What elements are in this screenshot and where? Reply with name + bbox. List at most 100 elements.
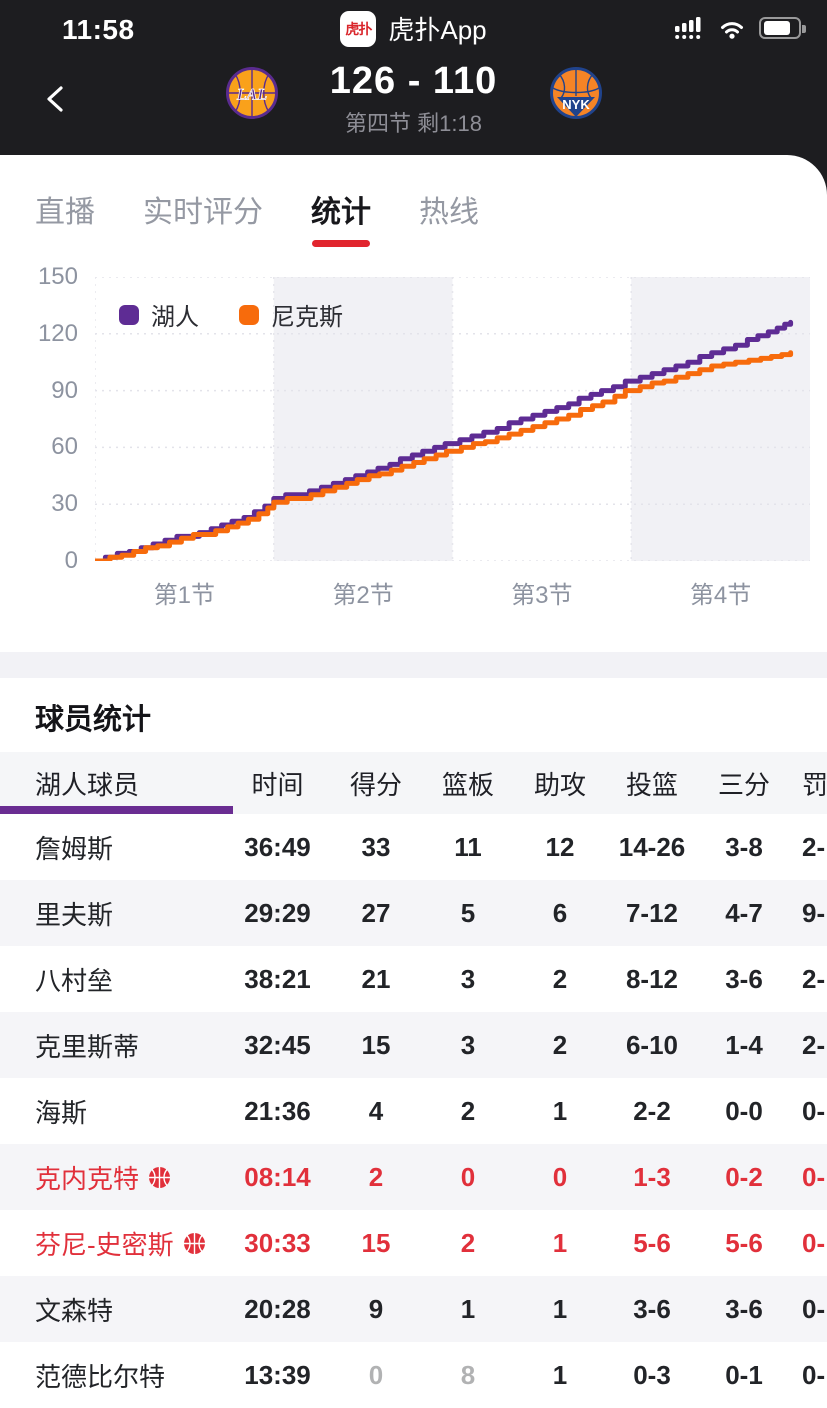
column-header: 时间 [251, 769, 304, 800]
player-name: 克内克特 [0, 1159, 225, 1196]
player-stats-table: 湖人球员 时间 得分 篮板 助攻 投篮 三分罚詹姆斯 36:49 33 11 12 14-26 3-8 2… [0, 752, 827, 1408]
stat-ft: 0- [802, 1161, 826, 1192]
player-row[interactable]: 海斯 21:36 4 2 1 2-2 0-0 0- [0, 1078, 827, 1144]
x-axis-label: 第1节 [153, 582, 216, 609]
legend-label: 湖人 [151, 304, 199, 331]
lakers-logo: LAL [225, 67, 278, 119]
player-row[interactable]: 詹姆斯 36:49 33 11 12 14-26 3-8 2- [0, 814, 827, 880]
stat-reb: 0 [460, 1161, 476, 1192]
players-section-title: 球员统计 [35, 704, 152, 736]
stat-reb: 1 [460, 1293, 476, 1324]
player-row[interactable]: 克内克特 08:14 2 0 0 1-3 0-2 0- [0, 1144, 827, 1210]
cellular-signal-icon [675, 17, 701, 39]
stat-ft: 2- [802, 1029, 826, 1060]
player-row[interactable]: 芬尼-史密斯 30:33 15 2 1 5-6 5-6 0- [0, 1210, 827, 1276]
chart-plot-area: 湖人 尼克斯 [92, 276, 810, 564]
player-row[interactable]: 克里斯蒂 32:45 15 3 2 6-10 1-4 2- [0, 1012, 827, 1078]
stat-time: 29:29 [244, 897, 311, 928]
series-line-尼克斯 [92, 350, 794, 564]
player-name: 詹姆斯 [35, 833, 114, 864]
player-name: 克里斯蒂 [35, 1031, 140, 1062]
tab-bar: 直播 实时评分 统计 热线 [0, 155, 827, 255]
stat-reb: 8 [460, 1359, 476, 1390]
back-button[interactable] [40, 82, 74, 116]
team-players-tab[interactable]: 湖人球员 [35, 769, 140, 800]
stat-tp: 4-7 [725, 897, 763, 928]
stat-fg: 2-2 [633, 1095, 671, 1126]
stat-fg: 14-26 [618, 831, 686, 862]
column-header: 得分 [349, 769, 402, 800]
stat-ast: 1 [552, 1227, 568, 1258]
svg-text:NYK: NYK [562, 97, 590, 112]
stat-ft: 0- [802, 1095, 826, 1126]
column-header: 助攻 [533, 769, 586, 800]
svg-text:LAL: LAL [235, 87, 266, 104]
tab-3[interactable]: 热线 [419, 196, 479, 229]
stat-tp: 1-4 [725, 1029, 763, 1060]
status-icons [675, 16, 806, 40]
legend-swatch-icon [239, 304, 259, 325]
stat-ast: 2 [552, 1029, 568, 1060]
basketball-icon [149, 1166, 171, 1188]
tab-2[interactable]: 统计 [311, 187, 371, 231]
status-bar: 11:58 虎扑 虎扑App [0, 0, 827, 60]
stat-ast: 1 [552, 1359, 568, 1390]
stat-time: 08:14 [244, 1161, 311, 1192]
stat-fg: 5-6 [633, 1227, 671, 1258]
stat-reb: 3 [460, 963, 476, 994]
stat-pts: 9 [368, 1293, 384, 1324]
stat-ft: 0- [802, 1359, 826, 1390]
y-axis-label: 150 [37, 263, 78, 290]
stat-ast: 0 [552, 1161, 568, 1192]
stat-pts: 27 [361, 897, 391, 928]
score-progress-chart: 湖人 尼克斯 第1节 第2节 第3节 第4节 0 30 60 90 120 150 [0, 263, 827, 622]
stat-time: 32:45 [244, 1029, 311, 1060]
stat-ft: 0- [802, 1227, 826, 1258]
stat-time: 21:36 [244, 1095, 311, 1126]
chart-legend: 湖人 尼克斯 [119, 297, 343, 332]
stat-reb: 3 [460, 1029, 476, 1060]
stat-time: 20:28 [244, 1293, 311, 1324]
basketball-icon [183, 1232, 205, 1254]
stat-fg: 8-12 [625, 963, 679, 994]
stat-pts: 15 [361, 1029, 391, 1060]
stat-ast: 2 [552, 963, 568, 994]
stat-time: 30:33 [244, 1227, 311, 1258]
column-header: 投篮 [625, 769, 678, 800]
status-time: 11:58 [62, 14, 135, 45]
y-axis-label: 0 [64, 547, 78, 574]
legend-label: 尼克斯 [271, 304, 343, 331]
stat-fg: 1-3 [633, 1161, 671, 1192]
section-divider [0, 652, 827, 678]
chart-x-axis-labels: 第1节 第2节 第3节 第4节 [95, 575, 810, 610]
legend-item: 尼克斯 [239, 297, 343, 332]
matchup: LAL 126 - 110 第四节 剩1:18 NYK [0, 60, 827, 138]
stat-tp: 0-0 [725, 1095, 763, 1126]
stat-fg: 3-6 [633, 1293, 671, 1324]
game-header: LAL 126 - 110 第四节 剩1:18 NYK [0, 60, 827, 155]
x-axis-label: 第2节 [332, 582, 394, 609]
column-header: 篮板 [441, 769, 494, 800]
knicks-logo: NYK [549, 67, 602, 119]
stat-ast: 6 [552, 897, 568, 928]
content-sheet: 直播 实时评分 统计 热线 湖人 尼克斯 第1节 第2节 第3节 第4节 0 30 60 90 120… [0, 155, 827, 1408]
player-row[interactable]: 文森特 20:28 9 1 1 3-6 3-6 0- [0, 1276, 827, 1342]
stat-reb: 11 [454, 831, 482, 862]
stat-tp: 3-6 [725, 963, 763, 994]
status-app-banner[interactable]: 虎扑 虎扑App [0, 10, 827, 47]
active-team-underline [0, 806, 233, 814]
player-row[interactable]: 里夫斯 29:29 27 5 6 7-12 4-7 9- [0, 880, 827, 946]
y-axis-label: 60 [51, 433, 78, 461]
tab-0[interactable]: 直播 [35, 196, 95, 229]
stat-tp: 0-2 [725, 1161, 763, 1192]
tab-1[interactable]: 实时评分 [143, 196, 263, 229]
table-header-row: 湖人球员 时间 得分 篮板 助攻 投篮 三分 罚 [0, 752, 827, 814]
x-axis-label: 第4节 [689, 582, 752, 609]
player-row[interactable]: 范德比尔特 13:39 0 8 1 0-3 0-1 0- [0, 1342, 827, 1408]
player-row[interactable]: 八村垒 38:21 21 3 2 8-12 3-6 2- [0, 946, 827, 1012]
legend-item: 湖人 [119, 297, 199, 332]
player-name: 文森特 [35, 1295, 114, 1326]
stat-pts: 15 [361, 1227, 391, 1258]
player-name: 范德比尔特 [35, 1361, 166, 1392]
y-axis-label: 30 [51, 490, 78, 518]
